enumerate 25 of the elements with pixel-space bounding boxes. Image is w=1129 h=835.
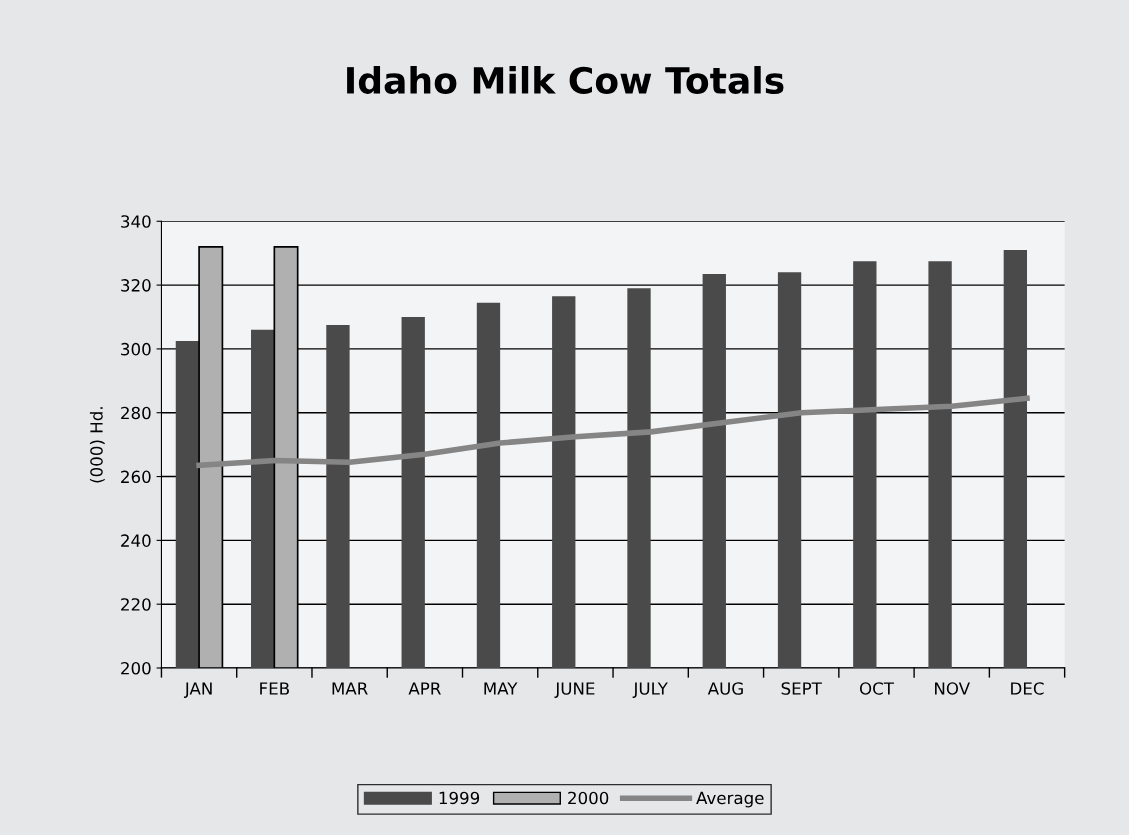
y-tick-label: 340	[121, 215, 151, 228]
y-tick-label: 240	[121, 534, 151, 547]
x-tick-label: JAN	[183, 682, 212, 698]
x-tick-label: SEPT	[781, 682, 822, 695]
legend-label: Average	[696, 791, 764, 808]
x-tick-label: JUNE	[554, 682, 595, 698]
y-tick-label: 260	[121, 470, 151, 484]
x-tick-label: OCT	[859, 682, 894, 695]
x-tick-label: MAY	[484, 682, 518, 695]
x-tick-label: APR	[408, 682, 441, 695]
x-tick-label: JULY	[632, 682, 668, 698]
x-tick-label: AUG	[707, 682, 743, 695]
x-tick-label: FEB	[260, 682, 289, 695]
y-tick-label: 300	[121, 342, 151, 356]
y-tick-label: 200	[121, 661, 151, 675]
legend-label: 1999	[439, 791, 480, 805]
y-axis-title: (000) Hd.	[89, 407, 105, 483]
x-tick-label: MAR	[332, 682, 368, 695]
y-tick-label: 320	[121, 279, 151, 292]
x-tick-label: NOV	[935, 682, 970, 695]
x-tick-label: DEC	[1011, 682, 1044, 695]
y-tick-label: 220	[121, 598, 151, 611]
y-tick-label: 280	[121, 406, 151, 420]
chart-title: Idaho Milk Cow Totals	[347, 66, 784, 94]
legend-label: 2000	[568, 791, 609, 805]
